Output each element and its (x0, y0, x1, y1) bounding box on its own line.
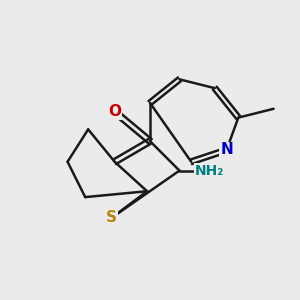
Text: N: N (220, 142, 233, 158)
Text: NH₂: NH₂ (194, 164, 224, 178)
Text: O: O (108, 104, 121, 119)
Text: S: S (106, 210, 117, 225)
